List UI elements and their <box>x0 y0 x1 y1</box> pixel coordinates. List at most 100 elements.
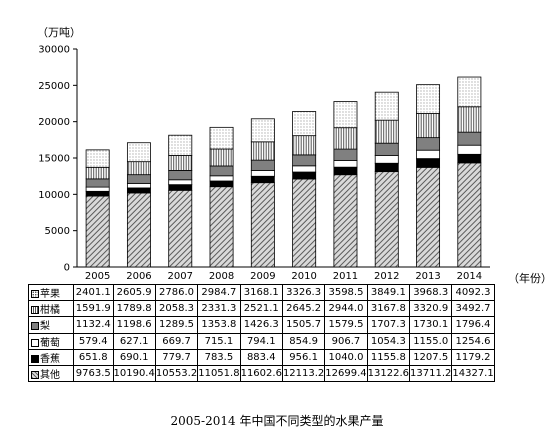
bar-segment-other-2008 <box>209 186 234 268</box>
bar-segment-grape-2011 <box>333 160 358 168</box>
table-row: 苹果 2401.1 2605.9 2786.0 2984.7 3168.1 3326.3 35… <box>28 283 495 302</box>
row-label: 其他 <box>40 370 60 382</box>
bar-segment-pear-2011 <box>333 148 358 161</box>
table-cell: 1254.6 <box>451 332 495 350</box>
y-tick-label: 0 <box>64 263 70 274</box>
bar-segment-grape-2007 <box>168 179 193 186</box>
bar-segment-pear-2010 <box>292 154 317 167</box>
bar-segment-citrus-2006 <box>126 161 151 176</box>
x-tick-label: 2009 <box>250 271 275 282</box>
table-cell: 1426.3 <box>239 316 283 334</box>
table-cell: 1207.5 <box>409 348 453 366</box>
table-cell: 10190.4 <box>112 364 156 383</box>
table-cell: 906.7 <box>324 332 368 350</box>
bar-segment-banana-2007 <box>168 184 193 191</box>
bar-segment-apple-2007 <box>168 134 193 156</box>
table-row: 葡萄 579.4 627.1 669.7 715.1 794.1 854.9 906.7 105… <box>28 332 495 350</box>
table-cell: 3598.5 <box>324 283 368 302</box>
bar-segment-apple-2006 <box>126 142 151 163</box>
x-tick-label: 2014 <box>457 271 482 282</box>
bar-segment-citrus-2014 <box>457 106 482 133</box>
row-legend: 葡萄 <box>28 332 74 350</box>
bar-segment-banana-2011 <box>333 166 358 176</box>
bar-segment-citrus-2009 <box>250 141 275 161</box>
table-cell: 4092.3 <box>451 283 495 302</box>
row-legend: 香蕉 <box>28 348 74 366</box>
stacked-bar-chart: 0 5000 10000 15000 20000 25000 30000 2005 2006 2… <box>38 45 490 282</box>
bar-segment-grape-2009 <box>250 170 275 177</box>
y-tick-label: 25000 <box>38 81 70 92</box>
table-cell: 690.1 <box>112 348 156 366</box>
x-tick-label: 2010 <box>291 271 316 282</box>
row-legend: 其他 <box>28 364 74 383</box>
table-cell: 12113.2 <box>281 364 326 383</box>
table-cell: 13711.2 <box>409 364 453 383</box>
row-label: 梨 <box>40 321 50 333</box>
legend-swatch-apple <box>31 290 39 299</box>
table-cell: 3167.8 <box>366 300 411 318</box>
table-cell: 1132.4 <box>73 316 114 334</box>
bar-segment-banana-2010 <box>292 171 317 180</box>
bar-segment-citrus-2012 <box>374 119 399 144</box>
table-cell: 2331.3 <box>197 300 241 318</box>
bar-segment-banana-2013 <box>416 158 441 168</box>
bar-segment-banana-2014 <box>457 153 482 164</box>
y-tick-label: 5000 <box>45 226 70 237</box>
table-cell: 1179.2 <box>451 348 495 366</box>
bar-segment-banana-2006 <box>126 187 151 194</box>
table-cell: 651.8 <box>73 348 114 366</box>
table-cell: 12699.4 <box>324 364 368 383</box>
table-cell: 1054.3 <box>366 332 411 350</box>
bar-segment-grape-2005 <box>85 186 110 192</box>
table-cell: 3849.1 <box>366 283 411 302</box>
bar-segment-banana-2009 <box>250 175 275 184</box>
table-cell: 794.1 <box>239 332 283 350</box>
bar-segment-apple-2008 <box>209 126 234 150</box>
bar-segment-other-2013 <box>416 166 441 268</box>
bar-segment-pear-2007 <box>168 170 193 181</box>
table-cell: 1707.3 <box>366 316 411 334</box>
table-cell: 3968.3 <box>409 283 453 302</box>
table-cell: 11051.8 <box>197 364 241 383</box>
table-cell: 2786.0 <box>154 283 199 302</box>
bar-segment-grape-2006 <box>126 182 151 189</box>
bar-segment-apple-2013 <box>416 84 441 114</box>
table-cell: 669.7 <box>154 332 199 350</box>
row-label: 葡萄 <box>40 337 60 349</box>
table-cell: 1591.9 <box>73 300 114 318</box>
bar-segment-pear-2009 <box>250 159 275 171</box>
x-axis-unit-label: （年份） <box>508 272 552 285</box>
x-tick-label: 2006 <box>126 271 151 282</box>
y-tick-label: 10000 <box>38 190 70 201</box>
row-label: 香蕉 <box>40 353 60 365</box>
bar-segment-other-2010 <box>292 178 317 268</box>
bar-segment-citrus-2013 <box>416 113 441 139</box>
x-tick-label: 2005 <box>85 271 110 282</box>
bar-segment-pear-2014 <box>457 131 482 146</box>
bar-segment-apple-2014 <box>457 76 482 108</box>
bar-segment-grape-2010 <box>292 165 317 173</box>
x-tick-label: 2011 <box>333 271 358 282</box>
table-row: 香蕉 651.8 690.1 779.7 783.5 883.4 956.1 1040.0 11… <box>28 348 495 366</box>
table-cell: 3326.3 <box>281 283 326 302</box>
bar-segment-pear-2012 <box>374 142 399 156</box>
table-cell: 2521.1 <box>239 300 283 318</box>
x-tick-label: 2007 <box>168 271 193 282</box>
bar-segment-banana-2005 <box>85 190 110 197</box>
table-cell: 10553.2 <box>154 364 199 383</box>
data-table: 苹果 2401.1 2605.9 2786.0 2984.7 3168.1 3326.3 35… <box>28 283 495 383</box>
bar-segment-other-2014 <box>457 162 482 268</box>
bar-segment-apple-2005 <box>85 149 110 168</box>
row-label: 柑橘 <box>40 305 60 317</box>
bar-segment-grape-2012 <box>374 155 399 164</box>
chart-caption: 2005-2014 年中国不同类型的水果产量 <box>170 414 384 428</box>
bar-segment-citrus-2007 <box>168 155 193 171</box>
table-cell: 783.5 <box>197 348 241 366</box>
bar-segment-apple-2009 <box>250 118 275 143</box>
table-cell: 1289.5 <box>154 316 199 334</box>
bar-segment-apple-2012 <box>374 91 399 121</box>
y-axis-unit-label: （万吨） <box>37 26 81 39</box>
table-row: 柑橘 1591.9 1789.8 2058.3 2331.3 2521.1 2645.2 29… <box>28 300 495 318</box>
table-cell: 3492.7 <box>451 300 495 318</box>
row-label: 苹果 <box>40 289 60 301</box>
